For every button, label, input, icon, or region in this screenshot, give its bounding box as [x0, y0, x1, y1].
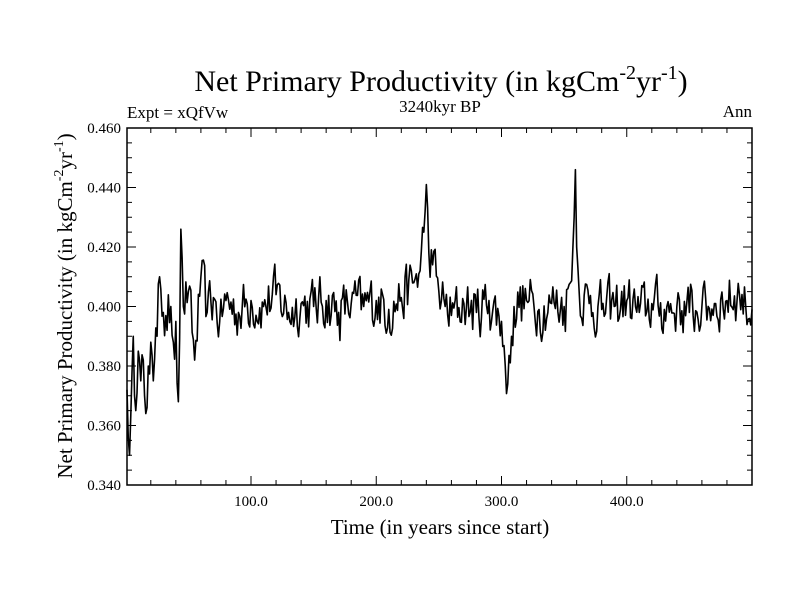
y-axis-label: Net Primary Productivity (in kgCm-2yr-1)	[52, 133, 77, 478]
y-tick-label: 0.440	[87, 181, 121, 197]
y-axis-label-close: )	[53, 133, 77, 140]
y-axis-label-sup1: -2	[52, 170, 67, 182]
y-tick-label: 0.360	[87, 419, 121, 435]
x-tick-label: 400.0	[610, 494, 644, 510]
y-tick-label: 0.420	[87, 240, 121, 256]
y-tick-label: 0.340	[87, 478, 121, 494]
x-axis-label: Time (in years since start)	[331, 515, 550, 539]
x-tick-label: 300.0	[485, 494, 519, 510]
chart-title-base: Net Primary Productivity (in kgCm	[194, 65, 619, 98]
chart-title-mid: yr	[636, 65, 661, 98]
y-axis-label-base: Net Primary Productivity (in kgCm	[53, 181, 77, 478]
y-tick-label: 0.460	[87, 121, 121, 137]
y-axis-label-mid: yr	[53, 152, 77, 170]
chart-title-sup2: -1	[661, 62, 678, 84]
npp-series-line	[126, 168, 753, 457]
x-tick-label: 100.0	[234, 494, 268, 510]
plot-area: 100.0 200.0 300.0 400.0 0.340 0.360 0.380 0.400…	[87, 121, 753, 510]
chart-title-sup1: -2	[619, 62, 636, 84]
subtitle-right: Ann	[723, 102, 753, 121]
y-tick-label: 0.380	[87, 359, 121, 375]
y-axis-label-sup2: -1	[52, 140, 67, 152]
subtitle-left: Expt = xQfVw	[127, 103, 229, 122]
chart-title-close: )	[678, 65, 688, 98]
chart-title: Net Primary Productivity (in kgCm-2yr-1)	[194, 62, 687, 98]
subtitle-center: 3240kyr BP	[399, 97, 481, 116]
y-tick-label: 0.400	[87, 300, 121, 316]
x-tick-label: 200.0	[359, 494, 393, 510]
